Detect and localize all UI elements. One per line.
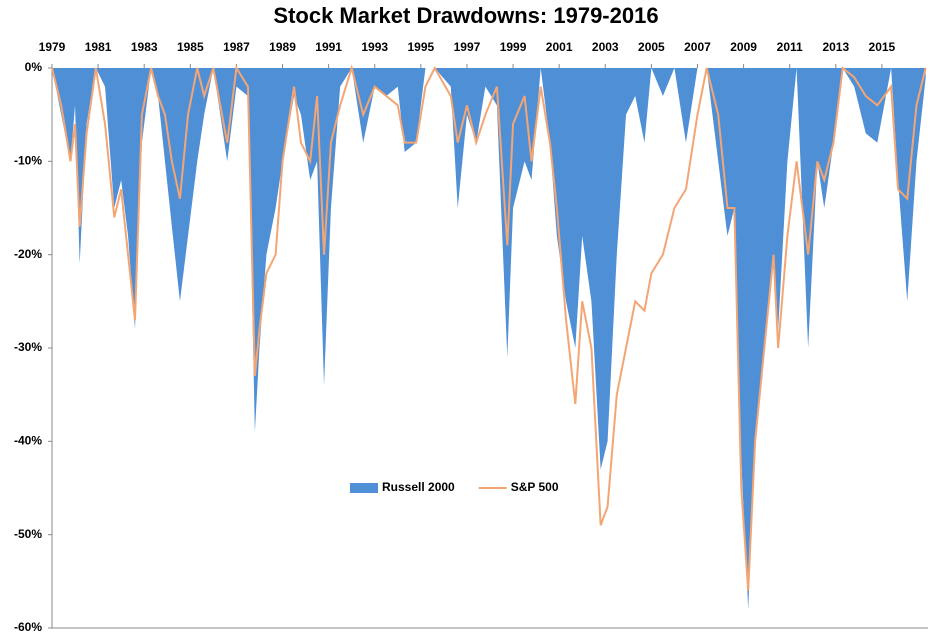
legend-label: Russell 2000 xyxy=(382,480,455,494)
legend-label: S&P 500 xyxy=(511,480,559,494)
x-tick-label: 1999 xyxy=(500,40,527,54)
y-tick-label: 0% xyxy=(25,60,43,74)
y-tick-label: -30% xyxy=(14,340,42,354)
x-tick-label: 1989 xyxy=(269,40,296,54)
y-tick-label: -20% xyxy=(14,247,42,261)
y-tick-label: -40% xyxy=(14,434,42,448)
x-tick-label: 1981 xyxy=(85,40,112,54)
x-tick-label: 1983 xyxy=(131,40,158,54)
x-tick-label: 2007 xyxy=(684,40,711,54)
x-tick-label: 1985 xyxy=(177,40,204,54)
x-tick-label: 2003 xyxy=(592,40,619,54)
x-tick-label: 2013 xyxy=(822,40,849,54)
chart-title: Stock Market Drawdowns: 1979-2016 xyxy=(273,3,658,28)
x-tick-label: 1987 xyxy=(223,40,250,54)
x-tick-label: 2009 xyxy=(730,40,757,54)
y-tick-label: -60% xyxy=(14,620,42,634)
line xyxy=(51,64,927,591)
x-tick-label: 1991 xyxy=(315,40,342,54)
x-tick-label: 1979 xyxy=(39,40,66,54)
area xyxy=(52,68,926,610)
y-tick-label: -10% xyxy=(14,154,42,168)
x-tick-label: 2015 xyxy=(869,40,896,54)
x-tick-label: 1993 xyxy=(361,40,388,54)
x-tick-label: 2005 xyxy=(638,40,665,54)
legend-swatch xyxy=(350,483,378,493)
x-tick-label: 1995 xyxy=(407,40,434,54)
x-tick-label: 2001 xyxy=(546,40,573,54)
y-tick-label: -50% xyxy=(14,527,42,541)
x-tick-label: 1997 xyxy=(454,40,481,54)
x-tick-label: 2011 xyxy=(777,40,803,54)
